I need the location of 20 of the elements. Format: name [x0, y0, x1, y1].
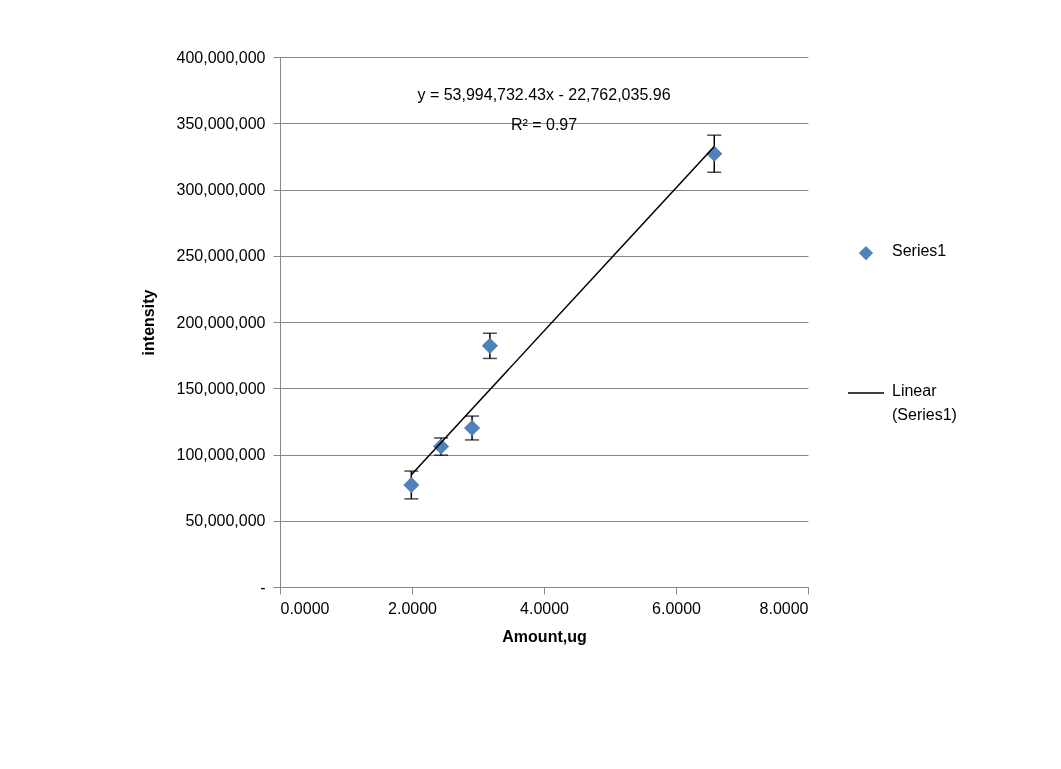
y-tick-label: 100,000,000	[176, 446, 266, 463]
x-tick-label: 4.0000	[520, 599, 570, 617]
y-tick-label: 250,000,000	[176, 247, 266, 265]
y-tick-label: 400,000,000	[176, 48, 266, 66]
y-axis-title: intensity	[139, 289, 157, 356]
x-tick-label: 2.0000	[388, 599, 438, 617]
y-tick-label: 200,000,000	[176, 313, 266, 331]
y-tick-label: 50,000,000	[185, 512, 266, 530]
y-tick-label: -	[260, 578, 266, 596]
annotation: y = 53,994,732.43x - 22,762,035.96	[417, 86, 671, 103]
y-tick-label: 150,000,000	[176, 379, 266, 397]
x-tick-label: 8.0000	[759, 599, 809, 617]
y-tick-label: 350,000,000	[176, 114, 266, 132]
x-axis-title: Amount,ug	[502, 627, 587, 645]
legend-label: Linear (Series1)	[892, 382, 957, 424]
x-tick-label: 0.0000	[280, 599, 330, 617]
annotation: R² = 0.97	[510, 116, 578, 133]
x-tick-label: 6.0000	[652, 599, 702, 617]
y-tick-label: 300,000,000	[176, 181, 266, 198]
legend-label: Series1	[892, 242, 947, 260]
